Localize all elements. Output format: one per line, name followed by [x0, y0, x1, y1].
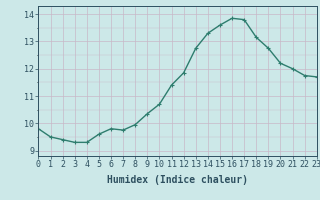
X-axis label: Humidex (Indice chaleur): Humidex (Indice chaleur) — [107, 175, 248, 185]
